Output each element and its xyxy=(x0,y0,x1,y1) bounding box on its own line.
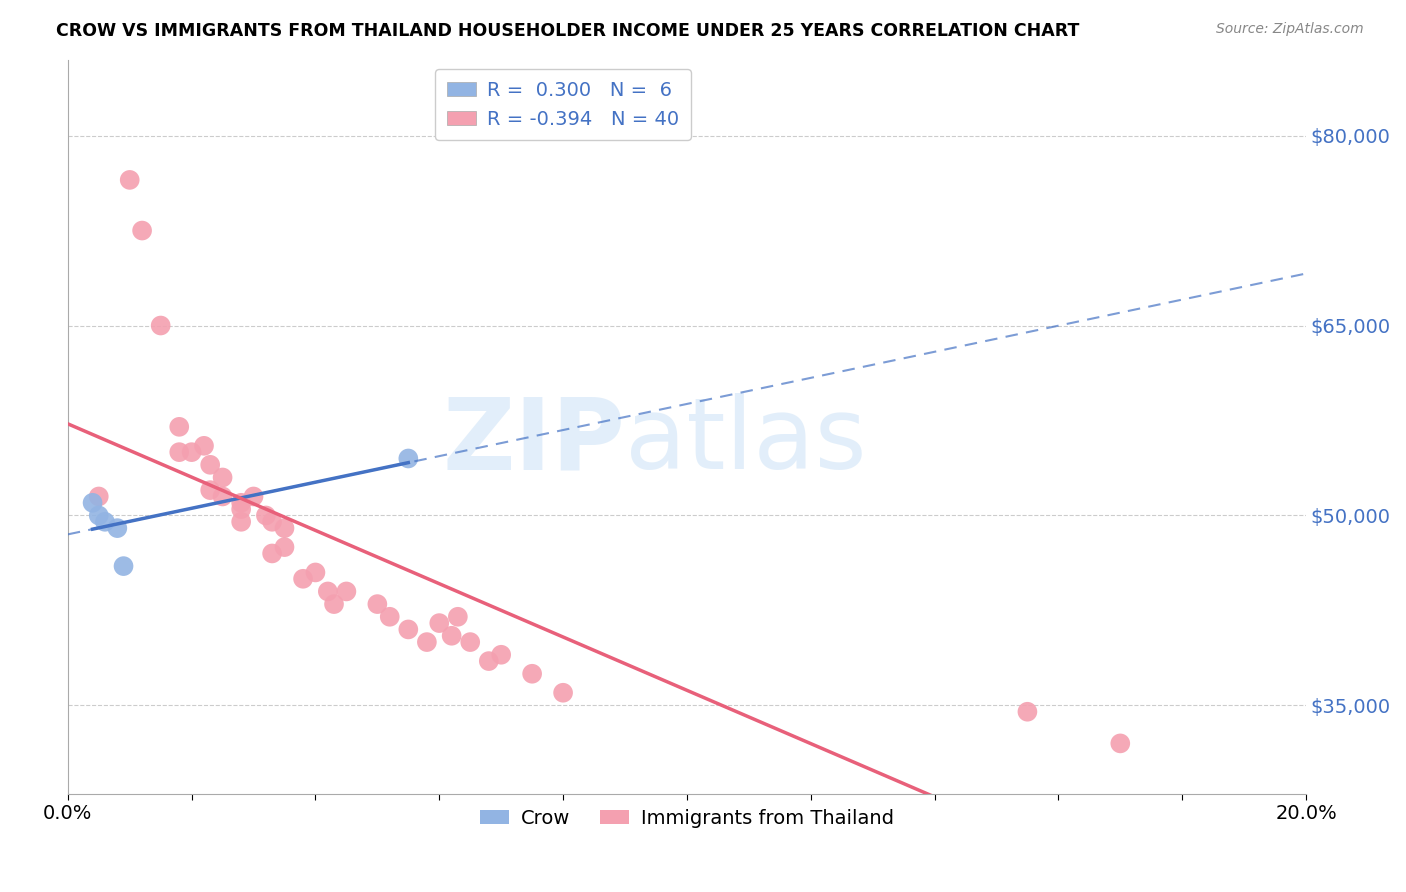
Point xyxy=(87,490,110,504)
Point xyxy=(520,666,543,681)
Point xyxy=(211,490,233,504)
Point xyxy=(458,635,481,649)
Point xyxy=(242,490,264,504)
Point xyxy=(231,502,253,516)
Point xyxy=(180,445,202,459)
Point xyxy=(211,470,233,484)
Point xyxy=(94,515,117,529)
Point xyxy=(273,540,295,554)
Point xyxy=(167,419,190,434)
Point xyxy=(489,648,512,662)
Point xyxy=(378,609,401,624)
Point xyxy=(167,445,190,459)
Point xyxy=(231,496,253,510)
Point xyxy=(1109,736,1132,750)
Point xyxy=(200,458,222,472)
Point xyxy=(478,654,501,668)
Point xyxy=(316,584,339,599)
Point xyxy=(87,508,110,523)
Point xyxy=(396,623,419,637)
Point xyxy=(366,597,388,611)
Point xyxy=(396,451,419,466)
Text: CROW VS IMMIGRANTS FROM THAILAND HOUSEHOLDER INCOME UNDER 25 YEARS CORRELATION C: CROW VS IMMIGRANTS FROM THAILAND HOUSEHO… xyxy=(56,22,1080,40)
Point xyxy=(105,521,128,535)
Legend: Crow, Immigrants from Thailand: Crow, Immigrants from Thailand xyxy=(472,801,901,836)
Point xyxy=(112,559,135,574)
Point xyxy=(292,572,315,586)
Point xyxy=(440,629,463,643)
Point xyxy=(323,597,346,611)
Point xyxy=(447,609,470,624)
Point xyxy=(262,515,284,529)
Point xyxy=(416,635,439,649)
Text: Source: ZipAtlas.com: Source: ZipAtlas.com xyxy=(1216,22,1364,37)
Point xyxy=(193,439,215,453)
Point xyxy=(427,616,450,631)
Point xyxy=(82,496,104,510)
Point xyxy=(131,223,153,237)
Point xyxy=(149,318,172,333)
Point xyxy=(200,483,222,497)
Text: atlas: atlas xyxy=(626,393,866,490)
Text: ZIP: ZIP xyxy=(441,393,626,490)
Point xyxy=(1017,705,1039,719)
Point xyxy=(254,508,277,523)
Point xyxy=(118,173,141,187)
Point xyxy=(273,521,295,535)
Point xyxy=(335,584,357,599)
Point xyxy=(304,566,326,580)
Point xyxy=(231,515,253,529)
Point xyxy=(262,546,284,560)
Point xyxy=(551,686,574,700)
